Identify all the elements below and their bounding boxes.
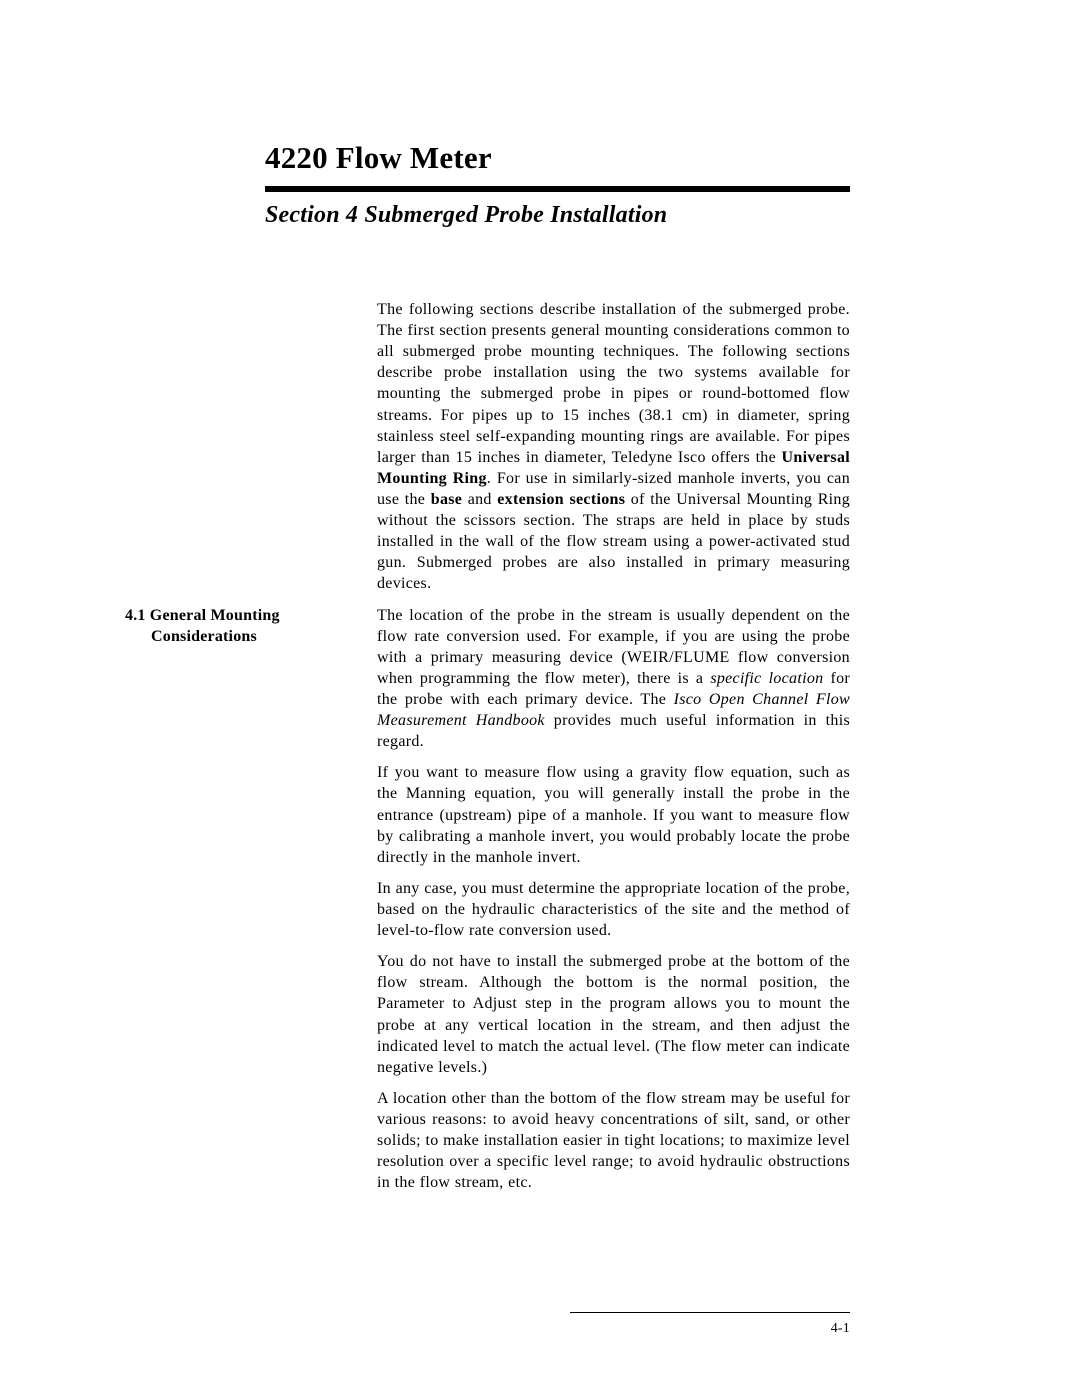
subsection-body: The location of the probe in the stream … (377, 605, 850, 1204)
subsection-paragraph: You do not have to install the submerged… (377, 951, 850, 1078)
intro-paragraph: The following sections describe installa… (377, 299, 850, 595)
subsection-heading-line1: 4.1 General Mounting (125, 605, 363, 626)
intro-block: The following sections describe installa… (377, 299, 850, 595)
subsection-paragraph: A location other than the bottom of the … (377, 1088, 850, 1194)
page: 4220 Flow Meter Section 4 Submerged Prob… (0, 0, 1080, 1397)
section-title: Section 4 Submerged Probe Installation (265, 202, 850, 229)
subsection-paragraph: The location of the probe in the stream … (377, 605, 850, 753)
document-title: 4220 Flow Meter (265, 140, 850, 176)
footer-rule (570, 1312, 850, 1313)
subsection-paragraph: If you want to measure flow using a grav… (377, 762, 850, 868)
subsection-heading: 4.1 General Mounting Considerations (125, 605, 377, 647)
title-rule (265, 186, 850, 192)
subsection-row: 4.1 General Mounting Considerations The … (125, 605, 850, 1204)
page-number: 4-1 (831, 1321, 850, 1337)
subsection-paragraph: In any case, you must determine the appr… (377, 878, 850, 941)
subsection-heading-line2: Considerations (125, 626, 363, 647)
